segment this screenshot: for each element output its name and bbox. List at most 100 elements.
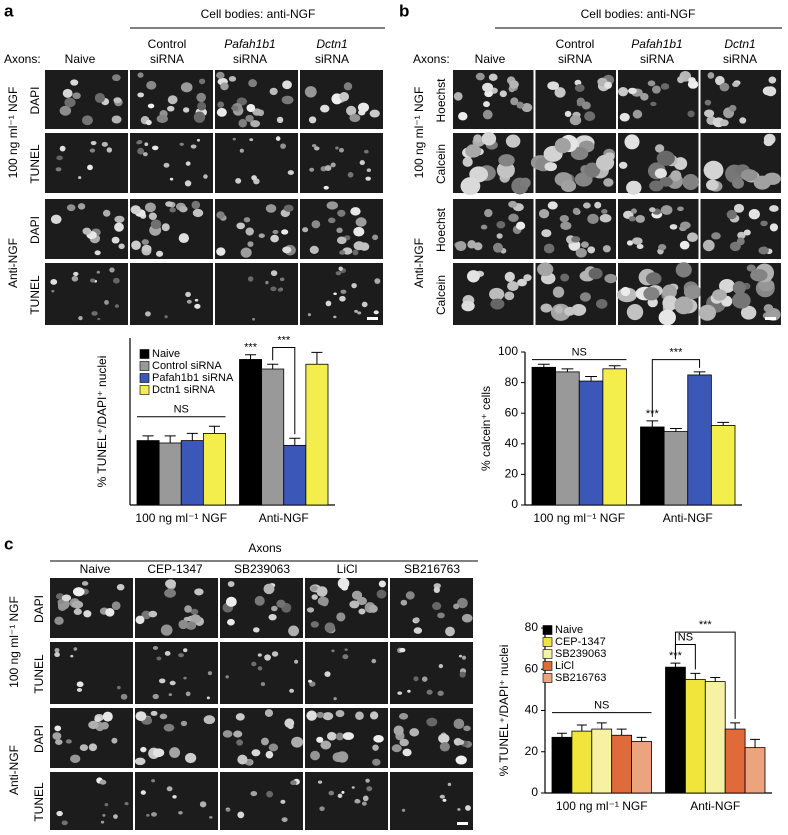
nucleus bbox=[306, 607, 315, 613]
nucleus bbox=[703, 160, 724, 180]
nucleus bbox=[317, 780, 323, 784]
column-header: Naive bbox=[475, 52, 506, 66]
bar bbox=[158, 442, 182, 506]
nucleus bbox=[59, 145, 66, 152]
nucleus bbox=[178, 619, 189, 630]
nucleus bbox=[748, 208, 760, 220]
micrograph bbox=[300, 199, 383, 259]
y-tick-label: 20 bbox=[525, 744, 539, 758]
nucleus bbox=[251, 175, 257, 181]
nucleus bbox=[268, 613, 277, 621]
micrograph bbox=[535, 262, 618, 325]
nucleus bbox=[453, 603, 460, 610]
row-group-label: Anti-NGF bbox=[6, 238, 20, 288]
nucleus bbox=[365, 778, 370, 783]
nucleus bbox=[339, 91, 350, 102]
bar bbox=[744, 747, 766, 794]
nucleus bbox=[337, 209, 346, 217]
nucleus bbox=[509, 80, 519, 89]
nucleus bbox=[104, 802, 109, 807]
bar bbox=[578, 380, 604, 506]
x-tick-label: Anti-NGF bbox=[259, 511, 309, 525]
micrograph bbox=[50, 578, 133, 638]
nucleus bbox=[116, 583, 125, 591]
bar bbox=[261, 368, 285, 506]
nucleus bbox=[165, 201, 173, 207]
nucleus bbox=[82, 227, 92, 235]
nucleus bbox=[439, 794, 445, 799]
y-tick-label: 20 bbox=[505, 467, 519, 481]
nucleus bbox=[397, 691, 403, 695]
nucleus bbox=[552, 286, 565, 298]
nucleus bbox=[362, 795, 369, 802]
nucleus bbox=[455, 755, 467, 765]
nucleus bbox=[217, 101, 225, 108]
nucleus bbox=[652, 85, 661, 94]
nucleus bbox=[564, 110, 572, 118]
error-bar bbox=[311, 351, 323, 365]
micrograph bbox=[130, 263, 213, 325]
micrograph bbox=[453, 131, 534, 196]
legend-label: Dctn1 siRNA bbox=[152, 384, 216, 396]
nucleus bbox=[186, 299, 192, 304]
nucleus bbox=[199, 801, 207, 808]
nucleus bbox=[145, 311, 151, 317]
nucleus bbox=[265, 750, 274, 759]
nucleus bbox=[680, 221, 691, 230]
nucleus bbox=[540, 303, 553, 313]
nucleus bbox=[628, 216, 636, 222]
nucleus bbox=[763, 304, 774, 313]
nucleus bbox=[203, 174, 208, 179]
nucleus bbox=[163, 723, 175, 732]
micrograph bbox=[45, 263, 128, 325]
nucleus bbox=[280, 143, 286, 149]
row-group-label: 100 ng ml⁻¹ NGF bbox=[412, 87, 426, 179]
nucleus bbox=[475, 72, 485, 81]
nucleus bbox=[439, 741, 450, 752]
nucleus bbox=[206, 696, 210, 700]
nucleus bbox=[114, 222, 124, 232]
nucleus bbox=[76, 681, 84, 688]
nucleus bbox=[137, 139, 143, 144]
nucleus bbox=[163, 162, 170, 168]
nucleus bbox=[369, 109, 380, 118]
nucleus bbox=[253, 627, 260, 633]
nucleus bbox=[245, 114, 254, 123]
nucleus bbox=[733, 203, 745, 213]
nucleus bbox=[504, 291, 515, 301]
nucleus bbox=[100, 820, 105, 824]
nucleus bbox=[433, 586, 440, 593]
nucleus bbox=[647, 80, 656, 87]
nucleus bbox=[732, 177, 745, 189]
nucleus bbox=[687, 110, 695, 118]
nucleus bbox=[740, 305, 757, 320]
nucleus bbox=[281, 95, 294, 105]
nucleus bbox=[571, 236, 581, 243]
nucleus bbox=[141, 610, 152, 620]
nucleus bbox=[363, 149, 369, 154]
micrograph bbox=[215, 199, 298, 259]
nucleus bbox=[54, 616, 64, 625]
nucleus bbox=[164, 315, 168, 319]
nucleus bbox=[391, 744, 402, 753]
nucleus bbox=[91, 311, 98, 316]
legend-label: SB239063 bbox=[555, 648, 606, 660]
nucleus bbox=[581, 101, 591, 110]
nucleus bbox=[413, 627, 423, 634]
nucleus bbox=[732, 81, 740, 88]
nucleus bbox=[114, 215, 125, 223]
nucleus bbox=[656, 150, 675, 166]
nucleus bbox=[252, 317, 256, 321]
micrograph bbox=[305, 772, 388, 830]
nucleus bbox=[260, 737, 269, 746]
error-bar bbox=[576, 724, 587, 732]
nucleus bbox=[307, 313, 312, 317]
nucleus bbox=[142, 152, 148, 157]
bar bbox=[202, 433, 226, 506]
nucleus bbox=[760, 220, 768, 227]
nucleus bbox=[283, 204, 294, 212]
nucleus bbox=[166, 786, 173, 792]
nucleus bbox=[368, 604, 378, 613]
nucleus bbox=[357, 102, 370, 113]
micrograph bbox=[130, 133, 213, 193]
